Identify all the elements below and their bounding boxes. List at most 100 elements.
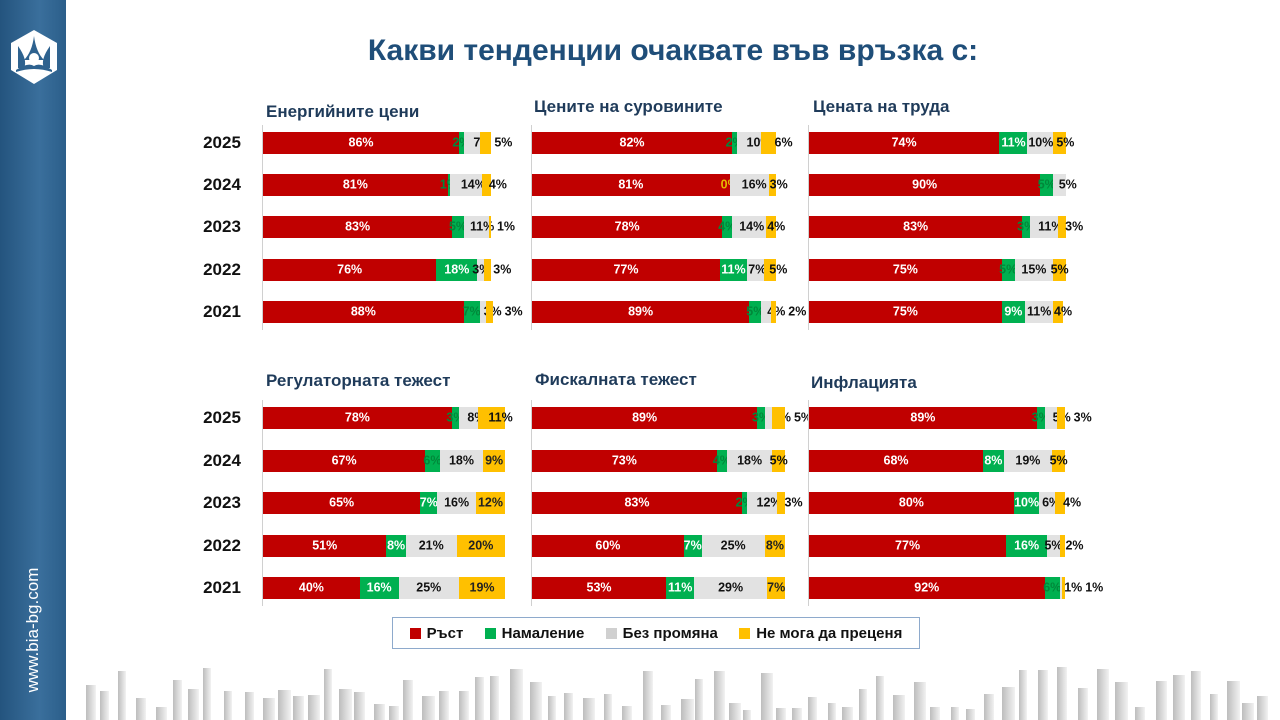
bar-segment <box>1062 577 1065 599</box>
data-label: 4% <box>718 219 737 234</box>
bar-segment <box>772 450 785 472</box>
decorative-bar <box>293 696 304 720</box>
data-label: 9% <box>485 453 504 468</box>
bar-segment <box>809 216 1023 238</box>
data-label: 5% <box>769 453 788 468</box>
bar-segment <box>436 259 478 281</box>
data-label: 5% <box>494 135 513 150</box>
data-label: 5% <box>769 262 788 277</box>
bar-segment <box>532 216 723 238</box>
bar-segment <box>478 407 505 429</box>
decorative-bar <box>510 669 523 720</box>
decorative-bar <box>245 692 254 720</box>
legend-swatch <box>605 627 617 639</box>
year-label: 2024 <box>203 451 241 470</box>
bar-segment <box>459 577 505 599</box>
year-label: 2024 <box>203 175 241 194</box>
data-label: 7% <box>748 262 767 277</box>
data-label: 7% <box>683 538 702 553</box>
data-label: 5% <box>999 262 1018 277</box>
bar-segment <box>263 492 421 514</box>
decorative-bar <box>173 680 182 720</box>
data-label: 4% <box>767 219 786 234</box>
data-label: 5% <box>1044 538 1063 553</box>
decorative-bar <box>118 671 126 720</box>
bar-segment <box>263 535 387 557</box>
bar-segment <box>1030 216 1059 238</box>
decorative-bar <box>564 693 573 720</box>
bar-segment <box>809 535 1007 557</box>
bar-segment <box>719 259 747 281</box>
bar-segment <box>772 407 785 429</box>
data-label: 78% <box>344 410 370 425</box>
bar-segment <box>1044 407 1058 429</box>
data-label: 11% <box>469 219 495 234</box>
data-label: 18% <box>444 262 470 277</box>
axis-line <box>531 125 532 330</box>
bar-segment <box>1022 216 1030 238</box>
decorative-bar <box>1097 669 1109 720</box>
data-label: 90% <box>912 177 938 192</box>
data-label: 3% <box>769 177 788 192</box>
bar-segment <box>716 450 727 472</box>
data-label: 29% <box>718 580 744 595</box>
data-label: 2% <box>1065 538 1084 553</box>
bar-segment <box>479 301 487 323</box>
bar-segment <box>532 301 750 323</box>
chart-title: Фискалната тежест <box>535 370 697 389</box>
legend-label: Ръст <box>426 624 464 642</box>
legend: Ръст Намаление Без промяна Не мога да пр… <box>392 617 920 649</box>
bar-segment <box>452 216 464 238</box>
decorative-bar <box>530 682 542 720</box>
axis-line <box>808 125 809 330</box>
bar-segment <box>263 450 426 472</box>
bar-segment <box>532 492 742 514</box>
bar-segment <box>479 132 491 154</box>
data-label: 89% <box>910 410 936 425</box>
data-label: 14% <box>739 219 765 234</box>
bar-segment <box>532 407 758 429</box>
decorative-bar <box>984 694 994 720</box>
decorative-bar <box>86 685 96 720</box>
data-label: 1% <box>1085 580 1104 595</box>
chart-title: Регулаторната тежест <box>266 371 451 390</box>
bar-segment <box>425 450 440 472</box>
legend-swatch <box>409 627 421 639</box>
decorative-bar <box>876 676 884 720</box>
bar-segment <box>722 216 733 238</box>
decorative-bar <box>604 694 612 720</box>
bar-segment <box>777 492 785 514</box>
data-label: 5% <box>1058 177 1077 192</box>
decorative-bar <box>893 695 905 720</box>
legend-label: Намаление <box>501 624 585 642</box>
data-label: 16% <box>444 495 470 510</box>
bar-segment <box>809 259 1002 281</box>
data-label: 10% <box>1014 495 1040 510</box>
bar-segment <box>683 535 702 557</box>
bar-segment <box>449 174 482 196</box>
bar-segment <box>1006 535 1048 557</box>
decorative-bar <box>422 696 435 720</box>
decorative-bar <box>1115 682 1128 720</box>
bar-segment <box>532 450 717 472</box>
bar-segment <box>263 407 452 429</box>
decorative-bar <box>156 707 167 720</box>
bar-segment <box>532 174 730 196</box>
data-label: 11% <box>1001 135 1026 150</box>
data-label: 76% <box>337 262 363 277</box>
bar-segment <box>532 132 733 154</box>
data-label: 81% <box>342 177 368 192</box>
bar-segment <box>486 301 494 323</box>
legend-item-decrease: Намаление <box>484 624 585 642</box>
decorative-bar <box>354 692 365 720</box>
axis-line <box>531 400 532 606</box>
bar-segment <box>749 301 762 323</box>
year-label: 2021 <box>203 578 241 597</box>
data-label: 1% <box>496 219 516 234</box>
data-label: 11% <box>668 580 693 595</box>
data-label: 16% <box>741 177 767 192</box>
data-label: 18% <box>448 453 474 468</box>
data-label: 75% <box>892 304 918 319</box>
bar-segment <box>456 535 505 557</box>
data-label: 77% <box>613 262 639 277</box>
